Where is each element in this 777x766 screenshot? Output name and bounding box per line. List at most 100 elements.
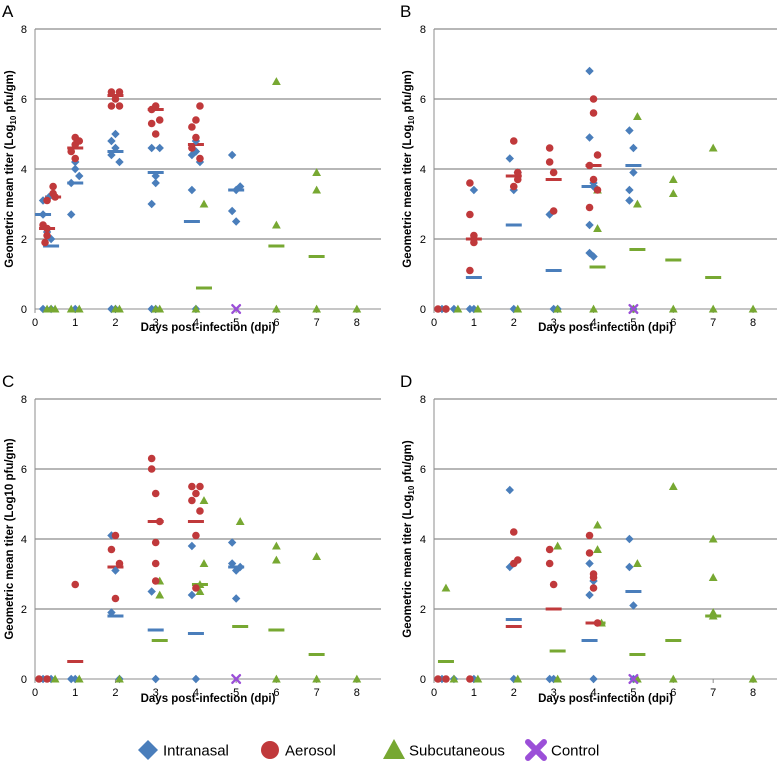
aerosol-point: [43, 231, 51, 240]
y-tick-label: 6: [21, 94, 27, 106]
subcutaneous-point: [553, 304, 563, 313]
subcutaneous-point: [668, 175, 678, 184]
aerosol-point: [593, 151, 602, 159]
intranasal-point: [625, 562, 634, 572]
aerosol-point: [470, 231, 478, 240]
y-tick-label: 4: [21, 534, 27, 546]
aerosol-point: [115, 102, 124, 110]
intranasal-point: [191, 674, 201, 684]
intranasal-point: [38, 196, 48, 205]
aerosol-point: [155, 116, 164, 124]
aerosol-point: [71, 580, 80, 589]
intranasal-point: [625, 196, 634, 205]
x-tick-label: 1: [72, 317, 78, 329]
aerosol-point: [43, 675, 51, 683]
aerosol-point: [41, 238, 49, 247]
aerosol-point: [151, 130, 160, 138]
intranasal-point: [629, 168, 638, 177]
control-point: [231, 304, 242, 314]
x-tick-label: 7: [314, 317, 320, 329]
aerosol-point: [466, 266, 474, 275]
intranasal-point: [505, 485, 514, 495]
y-tick-label: 6: [21, 464, 27, 476]
y-axis-title-subscript: 10: [407, 485, 416, 494]
subcutaneous-point: [708, 534, 718, 543]
subcutaneous-point: [115, 674, 124, 683]
intranasal-point: [67, 178, 76, 188]
aerosol-point: [147, 454, 156, 463]
y-axis-title: Geometric mean titer (Log10 pfu/gm): [402, 70, 416, 268]
subcutaneous-point: [235, 517, 245, 526]
subcutaneous-point: [155, 304, 165, 313]
aerosol-point: [589, 175, 598, 184]
subcutaneous-point: [708, 611, 718, 620]
intranasal-point: [151, 171, 160, 181]
intranasal-point: [625, 126, 634, 135]
y-tick-label: 4: [21, 164, 27, 176]
aerosol-point: [188, 123, 196, 131]
aerosol-point: [151, 577, 160, 585]
legend-item-control: Control: [525, 739, 599, 761]
y-tick-label: 4: [420, 164, 426, 176]
aerosol-point: [192, 584, 200, 592]
subcutaneous-point: [271, 304, 281, 313]
x-tick-label: 0: [431, 687, 437, 699]
y-tick-label: 8: [420, 24, 426, 36]
intranasal-point: [187, 541, 197, 551]
x-tick-label: 1: [72, 687, 78, 699]
aerosol-point: [509, 137, 518, 145]
aerosol-point: [434, 675, 442, 683]
aerosol-point: [509, 182, 518, 191]
subcutaneous-point: [668, 304, 678, 313]
x-tick-label: 8: [354, 317, 360, 329]
aerosol-point: [196, 154, 204, 163]
legend-label: Subcutaneous: [409, 743, 505, 760]
legend-label: Control: [551, 743, 599, 760]
intranasal-point: [38, 210, 48, 219]
intranasal-point: [585, 220, 594, 230]
y-axis-title-main: Geometric mean titer (Log: [402, 495, 414, 638]
intranasal-point: [147, 587, 156, 596]
subcutaneous-point: [633, 199, 642, 208]
subcutaneous-point: [589, 304, 598, 313]
aerosol-point: [75, 137, 84, 145]
x-tick-label: 2: [112, 317, 118, 329]
aerosol-point: [589, 573, 598, 582]
aerosol-point: [589, 109, 598, 117]
legend-circle-icon: [261, 741, 279, 759]
aerosol-point: [589, 584, 598, 592]
subcutaneous-point: [441, 583, 451, 592]
y-axis-title-main: Geometric mean titer (Log10 pfu/gm): [4, 438, 16, 639]
aerosol-point: [585, 549, 594, 557]
legend-item-aerosol: Aerosol: [261, 741, 336, 760]
subcutaneous-point: [473, 674, 483, 683]
intranasal-point: [585, 559, 594, 568]
aerosol-point: [107, 88, 116, 96]
subcutaneous-point: [199, 496, 209, 505]
intranasal-point: [187, 590, 197, 600]
y-tick-label: 2: [420, 234, 426, 246]
y-tick-label: 2: [21, 234, 27, 246]
subcutaneous-point: [352, 304, 362, 313]
subcutaneous-point: [708, 304, 718, 313]
aerosol-point: [545, 158, 554, 166]
legend-item-intranasal: Intranasal: [138, 740, 229, 760]
intranasal-point: [585, 590, 594, 600]
aerosol-point: [43, 224, 51, 233]
intranasal-point: [625, 534, 634, 544]
intranasal-point: [235, 562, 245, 572]
panel-a: A 0 2 4 6 8 0 1 2 3 4 5 6 7 8 Days post-infection (dpi)…: [2, 2, 381, 334]
panel-letter: C: [2, 372, 14, 391]
aerosol-point: [188, 482, 196, 491]
y-tick-label: 0: [21, 304, 27, 316]
subcutaneous-point: [191, 304, 201, 313]
aerosol-point: [107, 545, 116, 554]
subcutaneous-point: [199, 559, 209, 568]
aerosol-point: [593, 619, 602, 627]
aerosol-point: [442, 675, 450, 683]
x-tick-label: 5: [233, 317, 239, 329]
y-tick-label: 8: [21, 394, 27, 406]
panel-letter: D: [400, 372, 412, 391]
x-tick-label: 7: [710, 317, 716, 329]
